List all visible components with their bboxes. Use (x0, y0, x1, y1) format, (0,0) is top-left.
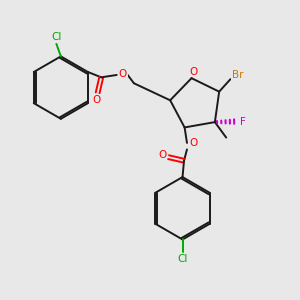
Text: Cl: Cl (177, 254, 188, 263)
Text: O: O (158, 150, 166, 160)
Text: O: O (189, 139, 198, 148)
Text: O: O (118, 69, 127, 80)
Text: Cl: Cl (51, 32, 62, 42)
Text: Br: Br (232, 70, 244, 80)
Text: F: F (240, 116, 246, 127)
Text: O: O (189, 67, 197, 76)
Text: O: O (93, 95, 101, 105)
